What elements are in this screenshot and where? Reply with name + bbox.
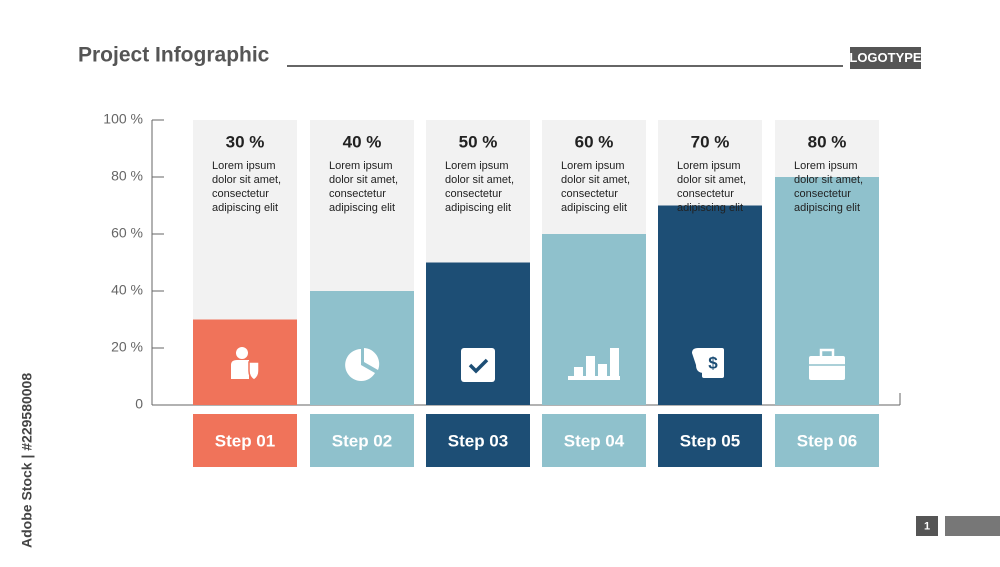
y-tick-label: 40 % — [111, 282, 143, 298]
description: adipiscing elit — [329, 202, 395, 214]
plot: 0 20 % 40 % 60 % 80 % 100 % 30 % Lorem ipsum dol… — [103, 111, 901, 467]
title: Project Infographic — [78, 44, 270, 67]
icon-pie — [345, 348, 380, 381]
x-tick-label: Step 04 — [564, 431, 625, 450]
watermark: Adobe Stock | #229580008 — [19, 373, 35, 548]
page-number-box — [916, 516, 938, 536]
description: Lorem ipsum — [794, 160, 858, 172]
description: adipiscing elit — [794, 202, 860, 214]
description: consectetur — [329, 188, 386, 200]
description: consectetur — [212, 188, 269, 200]
y-tick-label: 20 % — [111, 339, 143, 355]
description: adipiscing elit — [445, 202, 511, 214]
icon-person — [231, 347, 260, 381]
description: Lorem ipsum — [445, 160, 509, 172]
bar — [310, 291, 414, 405]
description: adipiscing elit — [561, 202, 627, 214]
value-label: 80 % — [808, 132, 847, 151]
step-box — [658, 414, 762, 467]
step-box — [193, 414, 297, 467]
y-tick-label: 60 % — [111, 225, 143, 241]
x-tick-label: Step 01 — [215, 431, 275, 450]
description: Lorem ipsum — [212, 160, 276, 172]
icons: $ — [231, 347, 845, 382]
step-box — [426, 414, 530, 467]
x-tick-label: Step 03 — [448, 431, 508, 450]
step-box — [310, 414, 414, 467]
icon-bars — [568, 348, 620, 380]
description: Lorem ipsum — [561, 160, 625, 172]
description: dolor sit amet, — [561, 174, 630, 186]
value-label: 70 % — [691, 132, 730, 151]
x-tick-label: Step 05 — [680, 431, 740, 450]
svg-text:$: $ — [708, 353, 718, 372]
icon-check — [461, 348, 495, 382]
page-number: 1 — [924, 520, 930, 532]
description: dolor sit amet, — [329, 174, 398, 186]
description: adipiscing elit — [212, 202, 278, 214]
description: Lorem ipsum — [677, 160, 741, 172]
value-label: 60 % — [575, 132, 614, 151]
description: dolor sit amet, — [677, 174, 746, 186]
icon-bill: $ — [692, 348, 724, 378]
logotype-box — [850, 47, 921, 69]
description: dolor sit amet, — [445, 174, 514, 186]
icon-briefcase — [809, 348, 845, 380]
description: dolor sit amet, — [794, 174, 863, 186]
y-tick-label: 80 % — [111, 168, 143, 184]
value-label: 30 % — [226, 132, 265, 151]
description: consectetur — [677, 188, 734, 200]
step-box — [775, 414, 879, 467]
description: dolor sit amet, — [212, 174, 281, 186]
description: Lorem ipsum — [329, 160, 393, 172]
bar — [426, 262, 530, 405]
description: consectetur — [794, 188, 851, 200]
y-tick-label: 0 — [135, 396, 143, 412]
description: adipiscing elit — [677, 202, 743, 214]
x-tick-label: Step 02 — [332, 431, 392, 450]
step-box — [542, 414, 646, 467]
logotype: LOGOTYPE — [849, 50, 922, 65]
value-label: 40 % — [343, 132, 382, 151]
y-tick-label: 100 % — [103, 111, 143, 127]
page-bar — [945, 516, 1000, 536]
description: consectetur — [445, 188, 502, 200]
value-label: 50 % — [459, 132, 498, 151]
description: consectetur — [561, 188, 618, 200]
x-tick-label: Step 06 — [797, 431, 857, 450]
